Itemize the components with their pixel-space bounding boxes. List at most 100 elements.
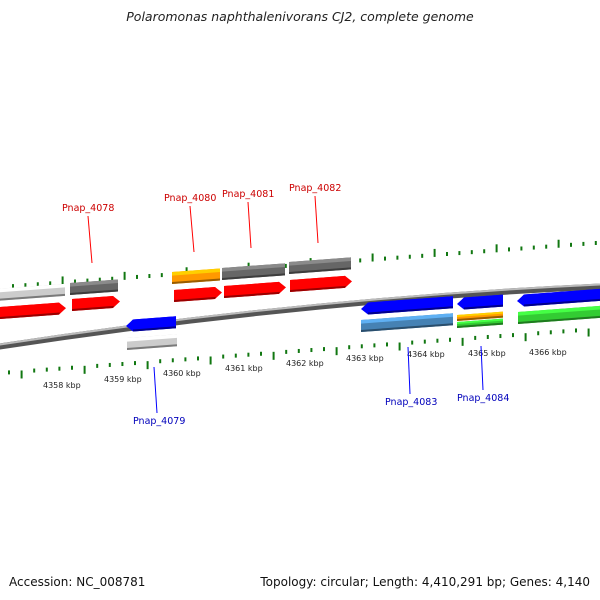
tick-mark (373, 343, 376, 348)
tick-mark (20, 370, 23, 379)
scale-label: 4359 kbp (104, 375, 142, 384)
forward-cds-arrow-shadow (174, 296, 216, 302)
tick-mark (310, 348, 313, 353)
tick-mark (545, 244, 548, 249)
tick-mark (121, 362, 124, 367)
tick-mark (148, 274, 151, 279)
tick-mark (36, 282, 39, 287)
reverse-cds-arrow-highlight (462, 294, 503, 300)
gene-block-dark (289, 257, 351, 274)
scale-label: 4362 kbp (286, 359, 324, 368)
leader-line (189, 205, 195, 253)
tick-mark (284, 263, 287, 268)
tick-mark (371, 253, 374, 262)
tick-mark (197, 356, 199, 361)
gene-block-orange-highlight (457, 311, 503, 317)
tick-mark (433, 248, 436, 257)
tick-mark (159, 359, 162, 364)
tick-mark (98, 277, 101, 282)
tick-mark (408, 254, 411, 259)
gene-block-gray-shadow (0, 293, 65, 301)
gene-label-reverse: Pnap_4079 (133, 416, 185, 427)
reverse-cds-arrow (457, 294, 503, 310)
reverse-cds-arrow-shadow (368, 306, 453, 315)
gene-block-dark-shadow (222, 273, 285, 280)
tick-mark (61, 276, 64, 285)
tick-mark (348, 345, 351, 350)
gene-block-green-highlight (518, 305, 600, 316)
tick-mark (549, 330, 552, 335)
tick-mark (123, 271, 126, 280)
tick-mark (74, 279, 76, 284)
tick-mark (209, 356, 212, 365)
gene-block-dark-shadow (70, 289, 118, 295)
tick-mark (384, 256, 386, 261)
tick-mark (12, 284, 14, 289)
gene-block-steelblue (361, 313, 453, 332)
feature-layer (0, 257, 600, 350)
leader-line (314, 195, 319, 244)
tick-mark (587, 328, 590, 337)
tick-mark (582, 241, 585, 246)
tick-mark (575, 328, 577, 333)
forward-cds-arrow-highlight (174, 286, 217, 293)
reverse-cds-arrow (517, 288, 600, 307)
forward-cds-arrow (72, 295, 120, 311)
tick-mark (474, 335, 477, 340)
backbone-layer (0, 283, 600, 350)
tick-mark (386, 342, 388, 347)
gene-block-steelblue-shadow (361, 323, 453, 332)
gene-block-orange (172, 268, 220, 284)
leader-line (480, 345, 484, 391)
tick-mark (594, 240, 597, 245)
tick-mark (160, 273, 163, 278)
forward-cds-arrow-highlight (0, 302, 61, 310)
scale-label: 4360 kbp (163, 369, 201, 378)
tick-mark (512, 333, 514, 338)
tick-mark (458, 251, 461, 256)
leader-line (407, 346, 411, 395)
gene-block-gray-highlight (0, 283, 65, 293)
tick-mark (436, 338, 439, 343)
tick-mark (285, 349, 288, 354)
forward-cds-arrow-highlight (290, 275, 347, 283)
tick-mark (483, 249, 486, 254)
gene-block-green-shadow (457, 322, 503, 328)
gene-block-green (457, 318, 503, 328)
tick-mark (234, 353, 237, 358)
reverse-cds-arrow-shadow (524, 298, 600, 307)
gene-label-forward: Pnap_4081 (222, 189, 274, 200)
gene-block-orange-highlight (172, 268, 220, 276)
gene-block-dark-highlight (289, 257, 351, 266)
gene-block-green (518, 305, 600, 324)
tick-mark (470, 250, 473, 255)
tick-mark (423, 339, 426, 344)
scale-label: 4358 kbp (43, 381, 81, 390)
gene-block-dark-highlight (70, 279, 118, 287)
tick-mark (449, 337, 451, 342)
tick-mark (134, 361, 136, 366)
tick-mark (86, 278, 89, 283)
gene-block-gray-highlight (127, 334, 177, 342)
accession-text: Accession: NC_008781 (9, 575, 146, 589)
tick-mark (396, 255, 399, 260)
gene-block-orange-shadow (172, 278, 220, 284)
scale-label: 4363 kbp (346, 354, 384, 363)
gene-label-forward: Pnap_4080 (164, 193, 216, 204)
leader-line (153, 366, 158, 414)
tick-mark (83, 365, 86, 374)
tick-mark (33, 368, 36, 373)
tick-mark (58, 366, 61, 371)
gene-label-reverse: Pnap_4084 (457, 393, 509, 404)
tick-mark (570, 242, 572, 247)
scale-label: 4361 kbp (225, 364, 263, 373)
tick-mark (247, 352, 250, 357)
tick-mark (335, 347, 338, 356)
reverse-cds-arrow-highlight (522, 288, 600, 297)
label-layer: 4358 kbp 4359 kbp 4360 kbp 4361 kbp 4362 kbp… (43, 183, 567, 427)
forward-cds-arrow-highlight (72, 295, 115, 302)
map-title: Polaromonas naphthalenivorans CJ2, compl… (126, 9, 474, 24)
tick-mark (184, 357, 187, 362)
gene-block-dark (70, 279, 118, 295)
tick-mark (557, 239, 560, 248)
